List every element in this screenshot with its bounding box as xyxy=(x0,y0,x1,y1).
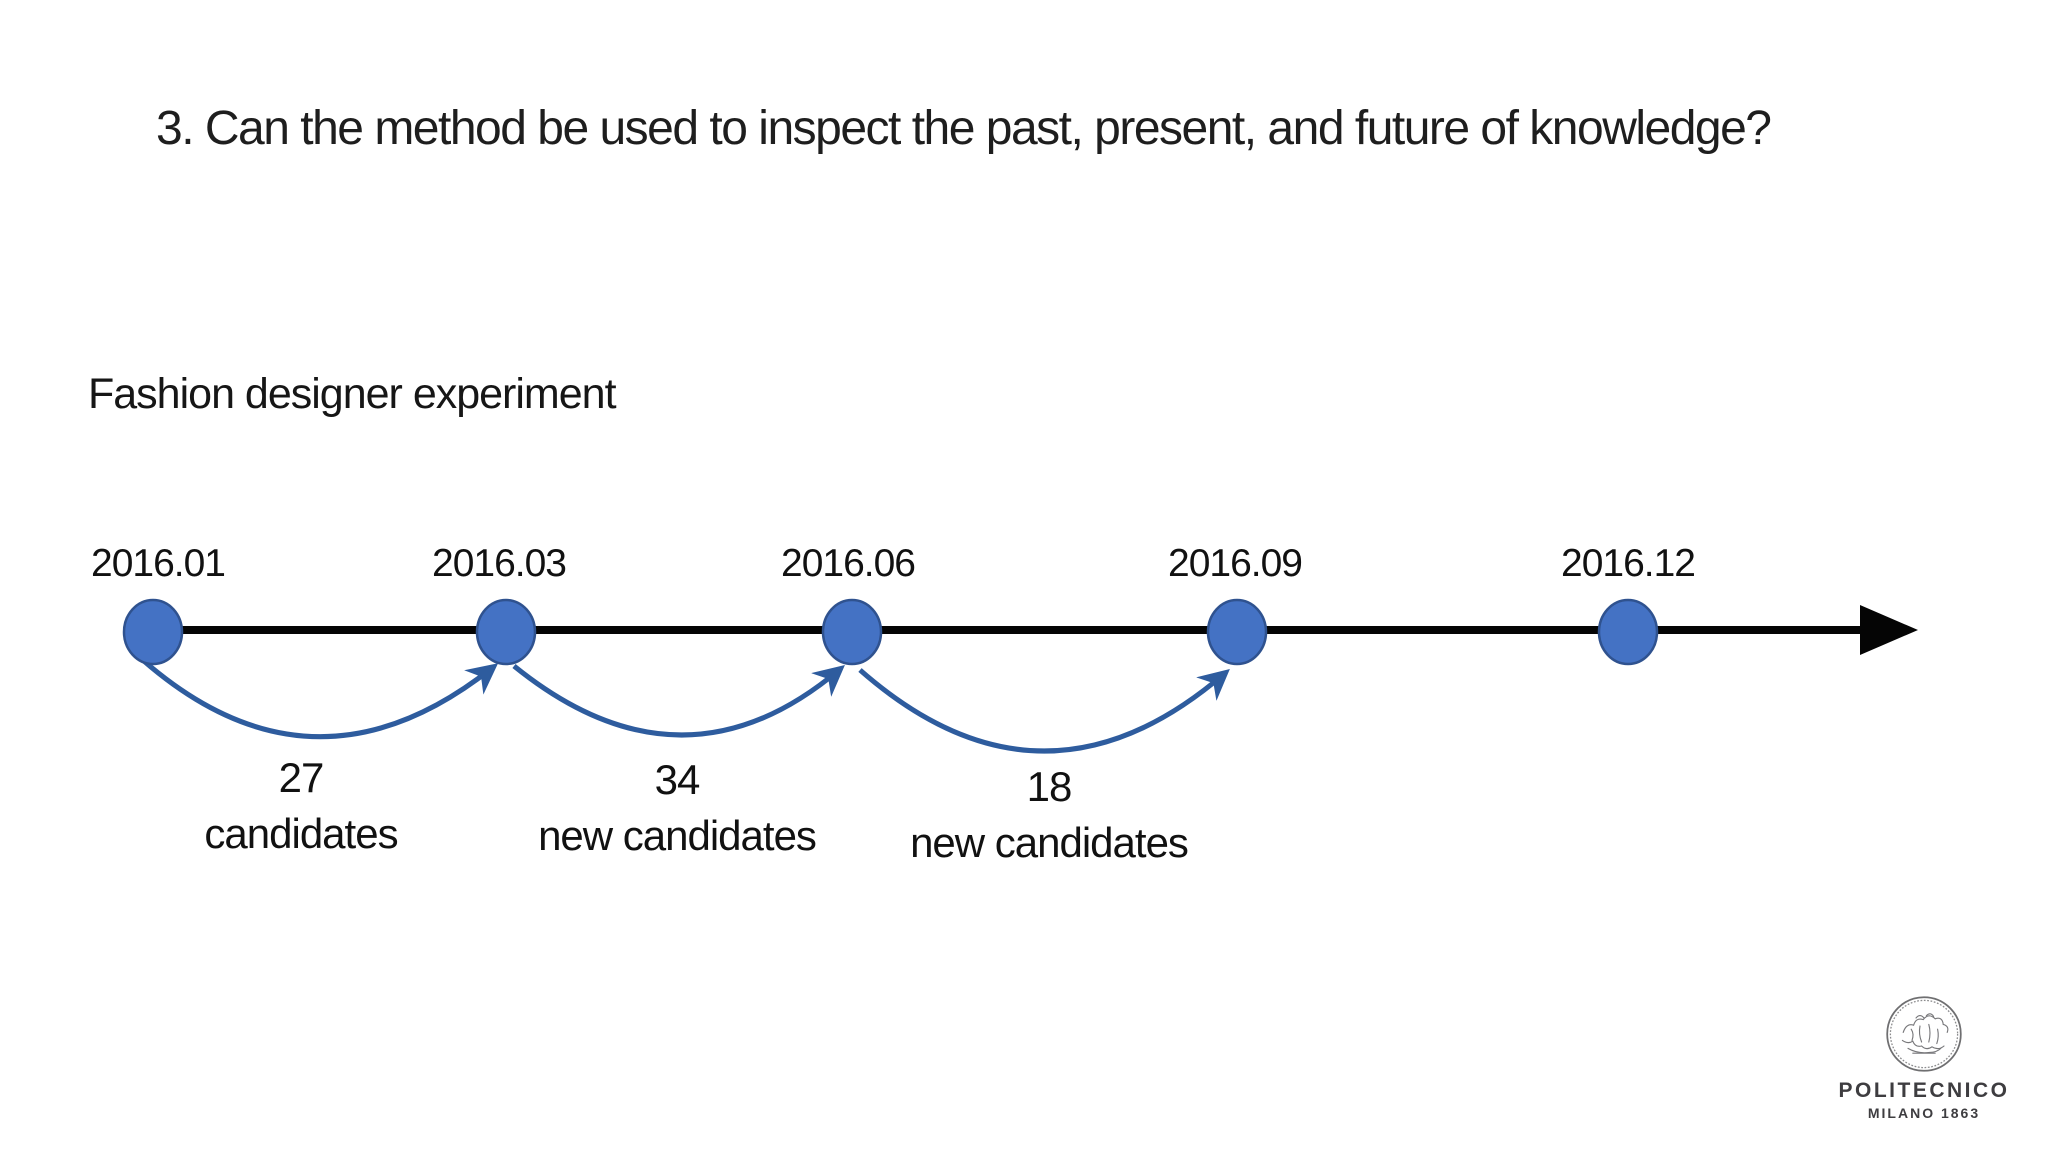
logo-subname: MILANO 1863 xyxy=(1867,1105,1981,1121)
arc-count-2: 34 xyxy=(654,756,701,803)
timeline-date-3: 2016.06 xyxy=(781,542,916,585)
timeline-date-4: 2016.09 xyxy=(1168,542,1303,585)
slide-title: 3. Can the method be used to inspect the… xyxy=(156,102,1772,155)
arc-label-3: 18 new candidates xyxy=(910,759,1189,871)
timeline-dot-2016-01 xyxy=(122,598,184,666)
timeline-dot-2016-09 xyxy=(1206,598,1268,666)
timeline-dot-2016-12 xyxy=(1597,598,1659,666)
experiment-label: Fashion designer experiment xyxy=(88,370,617,418)
arc-text-3: new candidates xyxy=(910,819,1189,866)
arc-candidates-1 xyxy=(134,652,499,740)
timeline-dot-2016-06 xyxy=(821,598,883,666)
politecnico-seal-icon xyxy=(1886,996,1962,1072)
arc-text-1: candidates xyxy=(204,810,398,857)
arc-candidates-3 xyxy=(858,668,1230,754)
arc-candidates-2 xyxy=(512,664,845,738)
timeline-date-5: 2016.12 xyxy=(1561,542,1696,585)
arc-text-2: new candidates xyxy=(538,812,817,859)
arc-count-1: 27 xyxy=(278,754,325,801)
timeline-dot-2016-03 xyxy=(475,598,537,666)
arc-count-3: 18 xyxy=(1026,763,1073,810)
timeline-date-2: 2016.03 xyxy=(432,542,567,585)
politecnico-logo: POLITECNICO MILANO 1863 xyxy=(1828,994,2020,1121)
timeline-date-1: 2016.01 xyxy=(91,542,226,585)
timeline-arrowhead-icon xyxy=(1860,605,1918,655)
arc-label-2: 34 new candidates xyxy=(538,752,817,864)
arc-label-1: 27 candidates xyxy=(204,750,398,862)
logo-name: POLITECNICO xyxy=(1838,1079,2010,1102)
